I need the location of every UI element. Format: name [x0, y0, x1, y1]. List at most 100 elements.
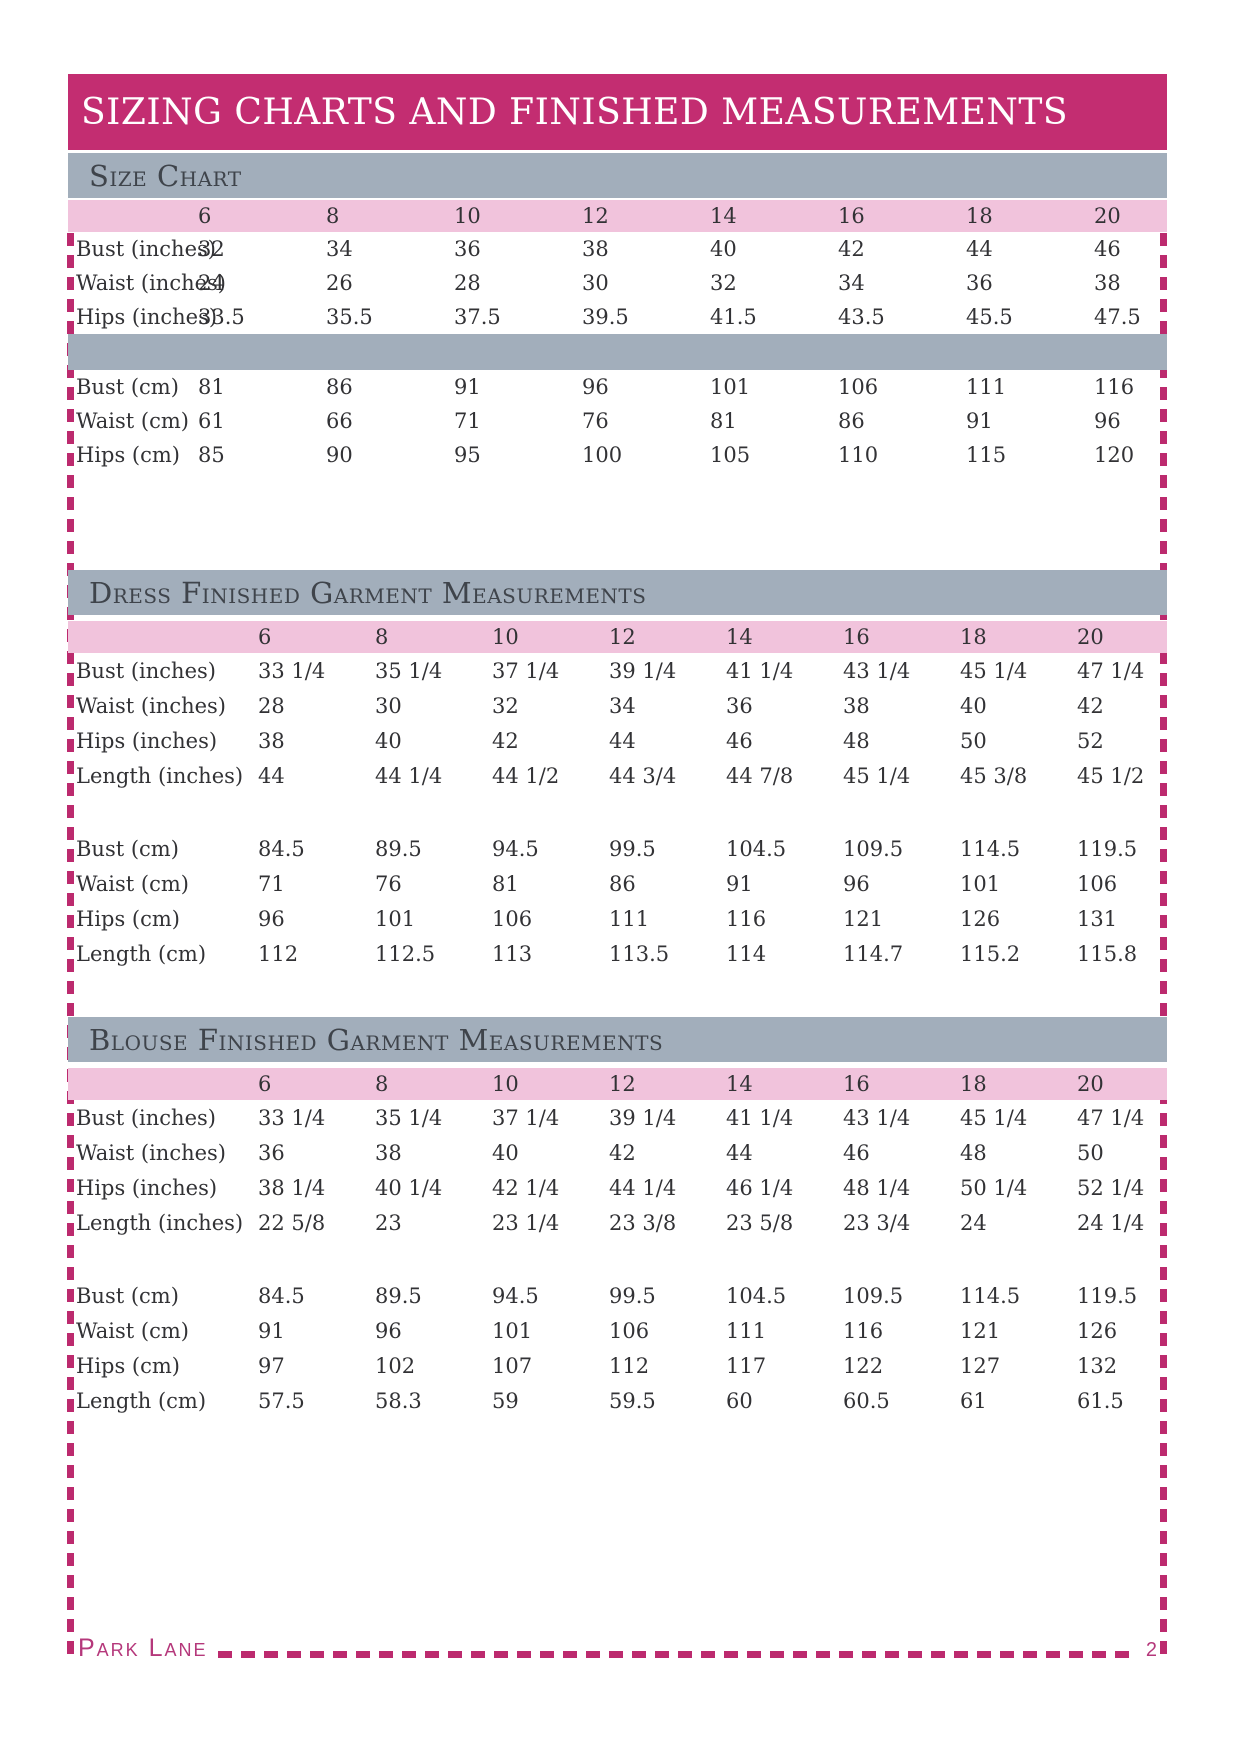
size-header-cell: 18: [960, 1068, 1077, 1100]
value-cell: 81: [492, 871, 519, 896]
measurement-row: Bust (inches) 33 1/4 35 1/4 37 1/4 39 1/4 41 …: [68, 1100, 1167, 1135]
value-cell: 76: [582, 409, 609, 433]
value-cell: 52: [1077, 728, 1104, 753]
dress-heading: Dress Finished Garment Measurements: [89, 575, 647, 610]
value-cell: 28: [258, 693, 285, 718]
size-header-cell: 10: [454, 200, 582, 232]
value-cell: 37 1/4: [492, 658, 560, 683]
value-cell: 111: [609, 906, 650, 931]
value-cell: 34: [326, 237, 353, 261]
row-label: Waist (cm): [76, 871, 189, 896]
size-chart-section: Size Chart 6 8 10 12 14 16 18 20 Bust (inches) 32…: [68, 153, 1167, 472]
value-cell: 116: [1094, 375, 1135, 399]
size-header-cell: 16: [838, 200, 966, 232]
measurement-row: Hips (cm) 97 102 107 112 117 122 127 132: [68, 1348, 1167, 1383]
row-label: Bust (inches): [76, 237, 216, 261]
sizes-header-spacer: [68, 1068, 258, 1100]
value-cell: 52 1/4: [1077, 1175, 1145, 1200]
value-cell: 23 1/4: [492, 1210, 560, 1235]
value-cell: 91: [454, 375, 481, 399]
value-cell: 109.5: [843, 836, 904, 861]
measurement-row: Bust (inches) 32 34 36 38 40 42 44 46: [68, 232, 1167, 266]
size-header-cell: 10: [492, 621, 609, 653]
separator-row: [68, 334, 1167, 370]
measurement-row: Length (inches) 22 5/8 23 23 1/4 23 3/8 23 5/…: [68, 1205, 1167, 1240]
value-cell: 126: [960, 906, 1001, 931]
page-footer: Park Lane 2: [78, 1636, 1157, 1661]
value-cell: 46: [1094, 237, 1121, 261]
value-cell: 42: [1077, 693, 1104, 718]
value-cell: 44 7/8: [726, 763, 794, 788]
size-header-cell: 12: [582, 200, 710, 232]
value-cell: 42 1/4: [492, 1175, 560, 1200]
measurement-row: Bust (cm) 81 86 91 96 101 106 111 116: [68, 370, 1167, 404]
value-cell: 40: [710, 237, 737, 261]
value-cell: 41 1/4: [726, 658, 794, 683]
value-cell: 40 1/4: [375, 1175, 443, 1200]
value-cell: 126: [1077, 1318, 1118, 1343]
value-cell: 86: [838, 409, 865, 433]
value-cell: 57.5: [258, 1388, 305, 1413]
value-cell: 50: [1077, 1140, 1104, 1165]
value-cell: 45 1/2: [1077, 763, 1145, 788]
value-cell: 50 1/4: [960, 1175, 1028, 1200]
value-cell: 44 1/4: [609, 1175, 677, 1200]
value-cell: 91: [258, 1318, 285, 1343]
blouse-heading: Blouse Finished Garment Measurements: [89, 1022, 664, 1057]
measurement-row: Waist (inches) 36 38 40 42 44 46 48 50: [68, 1135, 1167, 1170]
size-header-cell: 10: [492, 1068, 609, 1100]
value-cell: 38: [1094, 271, 1121, 295]
value-cell: 115.2: [960, 941, 1021, 966]
value-cell: 44: [966, 237, 993, 261]
value-cell: 114.5: [960, 1283, 1021, 1308]
value-cell: 89.5: [375, 1283, 422, 1308]
sizes-header-row: 6 8 10 12 14 16 18 20: [68, 1068, 1167, 1100]
value-cell: 112: [609, 1353, 650, 1378]
value-cell: 114.7: [843, 941, 904, 966]
value-cell: 91: [966, 409, 993, 433]
row-label: Waist (cm): [76, 1318, 189, 1343]
value-cell: 50: [960, 728, 987, 753]
value-cell: 40: [960, 693, 987, 718]
row-label: Bust (cm): [76, 1283, 179, 1308]
left-dashed-border: [67, 233, 74, 1661]
measurement-row: Hips (cm) 96 101 106 111 116 121 126 131: [68, 901, 1167, 936]
row-label: Length (inches): [76, 763, 244, 788]
row-label: Hips (inches): [76, 1175, 218, 1200]
size-header-cell: 14: [726, 1068, 843, 1100]
blouse-measurements-table: 6 8 10 12 14 16 18 20 Bust (inches) 33 1/4 35 1/4 3…: [68, 1068, 1167, 1418]
measurement-row: Length (cm) 57.5 58.3 59 59.5 60 60.5 61 61.5: [68, 1383, 1167, 1418]
row-label: Hips (inches): [76, 728, 218, 753]
value-cell: 116: [726, 906, 767, 931]
value-cell: 38: [375, 1140, 402, 1165]
value-cell: 119.5: [1077, 836, 1138, 861]
value-cell: 45 1/4: [960, 658, 1028, 683]
value-cell: 121: [843, 906, 884, 931]
value-cell: 96: [582, 375, 609, 399]
value-cell: 32: [710, 271, 737, 295]
value-cell: 23 5/8: [726, 1210, 794, 1235]
value-cell: 48: [843, 728, 870, 753]
value-cell: 107: [492, 1353, 533, 1378]
value-cell: 85: [198, 443, 225, 467]
footer-dashed-rule: [217, 1651, 1136, 1658]
size-header-cell: 16: [843, 1068, 960, 1100]
value-cell: 81: [198, 375, 225, 399]
value-cell: 94.5: [492, 836, 539, 861]
value-cell: 46: [843, 1140, 870, 1165]
value-cell: 58.3: [375, 1388, 422, 1413]
value-cell: 30: [582, 271, 609, 295]
value-cell: 46: [726, 728, 753, 753]
value-cell: 24: [198, 271, 225, 295]
value-cell: 43 1/4: [843, 1105, 911, 1130]
value-cell: 106: [609, 1318, 650, 1343]
size-header-cell: 20: [1077, 621, 1167, 653]
value-cell: 86: [609, 871, 636, 896]
measurement-row: Hips (inches) 38 1/4 40 1/4 42 1/4 44 1/4 46 …: [68, 1170, 1167, 1205]
row-label: Waist (inches): [76, 693, 227, 718]
value-cell: 101: [710, 375, 751, 399]
measurement-row: Waist (cm) 91 96 101 106 111 116 121 126: [68, 1313, 1167, 1348]
value-cell: 99.5: [609, 1283, 656, 1308]
value-cell: 96: [843, 871, 870, 896]
